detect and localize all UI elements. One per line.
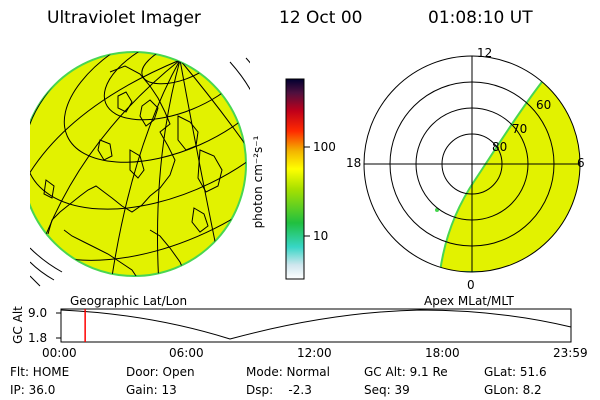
- time-tick-2359: 23:59: [553, 346, 588, 360]
- app-title: Ultraviolet Imager: [47, 8, 201, 28]
- altitude-axis-label: GC Alt: [11, 306, 25, 344]
- altitude-plot: [56, 308, 572, 343]
- altitude-tick-min: 1.8: [28, 331, 48, 345]
- lat-label-60: 60: [536, 98, 552, 112]
- time-tick-0600: 06:00: [169, 346, 204, 360]
- info-glon: GLon: 8.2: [484, 383, 542, 397]
- lat-label-80: 80: [492, 140, 508, 154]
- colorbar-tick-10: 10: [313, 229, 329, 243]
- time-label: 01:08:10 UT: [428, 8, 533, 28]
- info-gain: Gain: 13: [126, 383, 177, 397]
- info-glat: GLat: 51.6: [484, 365, 547, 379]
- info-dsp: Dsp: -2.3: [246, 383, 312, 397]
- time-tick-0000: 00:00: [42, 346, 77, 360]
- mlt-label-18: 18: [346, 156, 362, 170]
- info-gc-alt: GC Alt: 9.1 Re: [364, 365, 448, 379]
- info-mode: Mode: Normal: [246, 365, 330, 379]
- colorbar-unit-label: photon cm⁻²s⁻¹: [251, 135, 265, 229]
- color-bar: [285, 78, 310, 280]
- mlt-label-6: 6: [577, 156, 585, 170]
- right-map-caption: Apex MLat/MLT: [424, 294, 514, 308]
- left-map-caption: Geographic Lat/Lon: [70, 294, 188, 308]
- mlt-label-12: 12: [477, 46, 493, 60]
- colorbar-tick-100: 100: [313, 140, 336, 154]
- info-seq: Seq: 39: [364, 383, 410, 397]
- info-flight: Flt: HOME: [10, 365, 70, 379]
- date-label: 12 Oct 00: [279, 8, 363, 28]
- time-tick-1800: 18:00: [425, 346, 460, 360]
- geographic-map: [30, 51, 250, 287]
- globe-disk: [30, 51, 247, 277]
- lat-label-70: 70: [512, 122, 528, 136]
- auroral-oval: [438, 77, 580, 272]
- altitude-tick-max: 9.0: [28, 306, 48, 320]
- info-ip: IP: 36.0: [10, 383, 56, 397]
- time-tick-1200: 12:00: [297, 346, 332, 360]
- polar-map: [363, 55, 581, 273]
- info-door: Door: Open: [126, 365, 195, 379]
- mlt-label-0: 0: [467, 278, 475, 292]
